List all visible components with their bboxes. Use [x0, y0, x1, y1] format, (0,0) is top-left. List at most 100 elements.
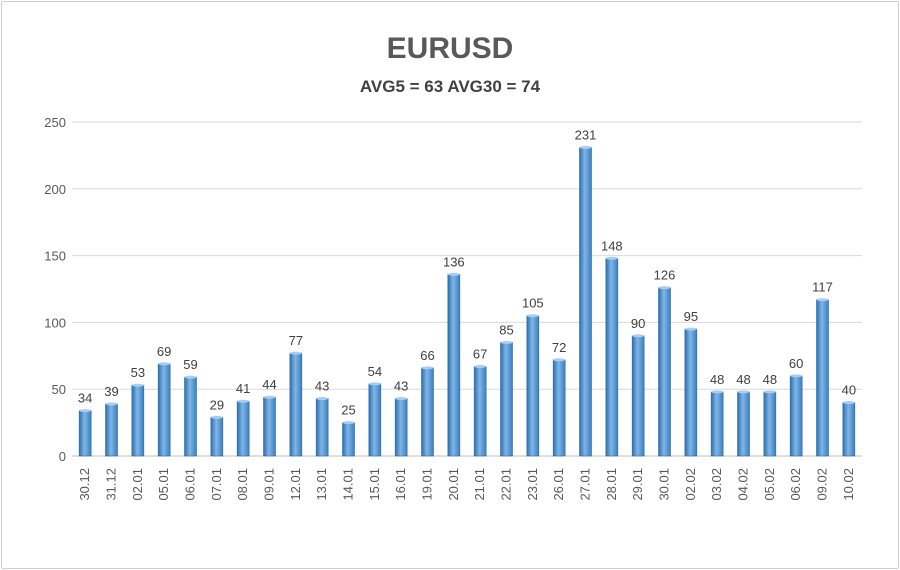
x-tick-label: 23.01 — [525, 468, 540, 501]
x-tick-label: 16.01 — [393, 468, 408, 501]
bar-top — [289, 351, 302, 355]
bar — [526, 315, 540, 457]
bar-top — [237, 399, 250, 403]
x-tick-label: 04.02 — [736, 468, 751, 501]
bar-top — [711, 390, 724, 394]
bar-top — [579, 145, 592, 149]
data-label: 136 — [443, 254, 465, 269]
bar — [421, 367, 434, 457]
x-tick-label: 06.02 — [788, 468, 803, 501]
bar-top — [763, 390, 776, 394]
bar-top — [105, 402, 118, 406]
x-tick-label: 05.01 — [156, 468, 171, 501]
y-tick-label: 200 — [44, 182, 66, 197]
data-label: 59 — [183, 357, 197, 372]
bar — [289, 352, 303, 457]
x-tick-label: 14.01 — [341, 468, 356, 501]
bar-top — [526, 314, 539, 318]
x-tick-label: 29.01 — [630, 468, 645, 501]
bar — [842, 402, 856, 457]
bar — [710, 391, 724, 457]
bar-top — [658, 286, 671, 290]
bar-top — [500, 340, 513, 344]
x-tick-label: 20.01 — [446, 468, 461, 501]
y-tick-label: 100 — [44, 315, 66, 330]
data-label: 48 — [710, 372, 724, 387]
x-tick-label: 22.01 — [499, 468, 514, 501]
bar — [131, 384, 145, 457]
data-label: 48 — [736, 372, 750, 387]
y-tick-label: 50 — [52, 382, 66, 397]
bar-top — [368, 382, 381, 386]
data-label: 72 — [552, 340, 566, 355]
x-tick-label: 08.01 — [235, 468, 250, 501]
bar-top — [263, 395, 276, 399]
x-tick-label: 30.01 — [657, 468, 672, 501]
bar — [263, 396, 276, 457]
bar-top — [447, 272, 460, 276]
bar-top — [790, 374, 803, 378]
bar-top — [210, 415, 223, 419]
x-tick-label: 07.01 — [209, 468, 224, 501]
data-label: 66 — [420, 348, 434, 363]
data-label: 41 — [236, 381, 250, 396]
data-label: 126 — [654, 268, 676, 283]
bar — [658, 287, 671, 457]
bar — [210, 416, 224, 457]
x-tick-label: 27.01 — [578, 468, 593, 501]
bar-top — [421, 366, 434, 370]
data-label: 231 — [575, 127, 597, 142]
x-tick-label: 06.01 — [183, 468, 198, 501]
x-tick-label: 15.01 — [367, 468, 382, 501]
bar — [500, 342, 513, 457]
bar-top — [737, 390, 750, 394]
x-tick-label: 02.01 — [130, 468, 145, 501]
data-label: 53 — [131, 365, 145, 380]
bar — [631, 335, 645, 457]
data-label: 39 — [104, 384, 118, 399]
data-label: 117 — [812, 280, 833, 295]
x-tick-label: 09.01 — [262, 468, 277, 501]
bar-top — [158, 362, 171, 366]
bar-top — [553, 358, 566, 362]
y-tick-label: 0 — [59, 449, 66, 464]
data-label: 105 — [522, 296, 544, 311]
bar — [473, 366, 487, 457]
x-tick-label: 21.01 — [472, 468, 487, 501]
bar — [579, 147, 592, 457]
y-tick-label: 150 — [44, 249, 66, 264]
data-label: 40 — [842, 383, 856, 398]
data-label: 44 — [262, 377, 276, 392]
data-label: 67 — [473, 346, 487, 361]
bar — [816, 299, 829, 457]
bar — [763, 391, 777, 457]
bar — [105, 403, 118, 457]
bar — [684, 328, 698, 457]
bar-top — [131, 383, 144, 387]
bar-top — [842, 401, 855, 405]
data-label: 60 — [789, 356, 803, 371]
bar — [342, 422, 355, 457]
chart-title: EURUSD — [387, 32, 514, 65]
y-tick-label: 250 — [44, 115, 66, 130]
x-tick-label: 31.12 — [104, 468, 119, 501]
bar-top — [474, 364, 487, 368]
bar-top — [684, 327, 697, 331]
bar — [394, 398, 408, 457]
data-label: 90 — [631, 316, 645, 331]
x-tick-label: 09.02 — [815, 468, 830, 501]
x-tick-label: 19.01 — [420, 468, 435, 501]
x-tick-label: 05.02 — [762, 468, 777, 501]
bar — [368, 383, 382, 457]
x-tick-label: 03.02 — [709, 468, 724, 501]
data-label: 29 — [210, 397, 224, 412]
bar — [184, 376, 197, 457]
x-tick-label: 13.01 — [314, 468, 329, 501]
bar — [552, 359, 566, 457]
bar-top — [184, 375, 197, 379]
bar — [605, 257, 619, 457]
bar — [157, 363, 171, 457]
bar — [78, 410, 92, 457]
bar — [789, 375, 803, 457]
